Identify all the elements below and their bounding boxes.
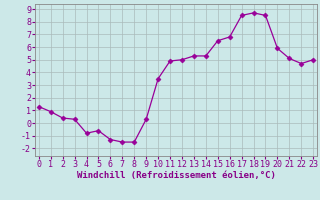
- X-axis label: Windchill (Refroidissement éolien,°C): Windchill (Refroidissement éolien,°C): [76, 171, 276, 180]
